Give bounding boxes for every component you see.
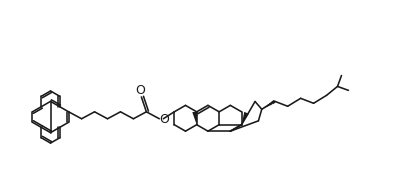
Polygon shape xyxy=(242,112,249,125)
Text: O: O xyxy=(159,113,169,126)
Text: O: O xyxy=(135,84,145,98)
Polygon shape xyxy=(192,112,197,125)
